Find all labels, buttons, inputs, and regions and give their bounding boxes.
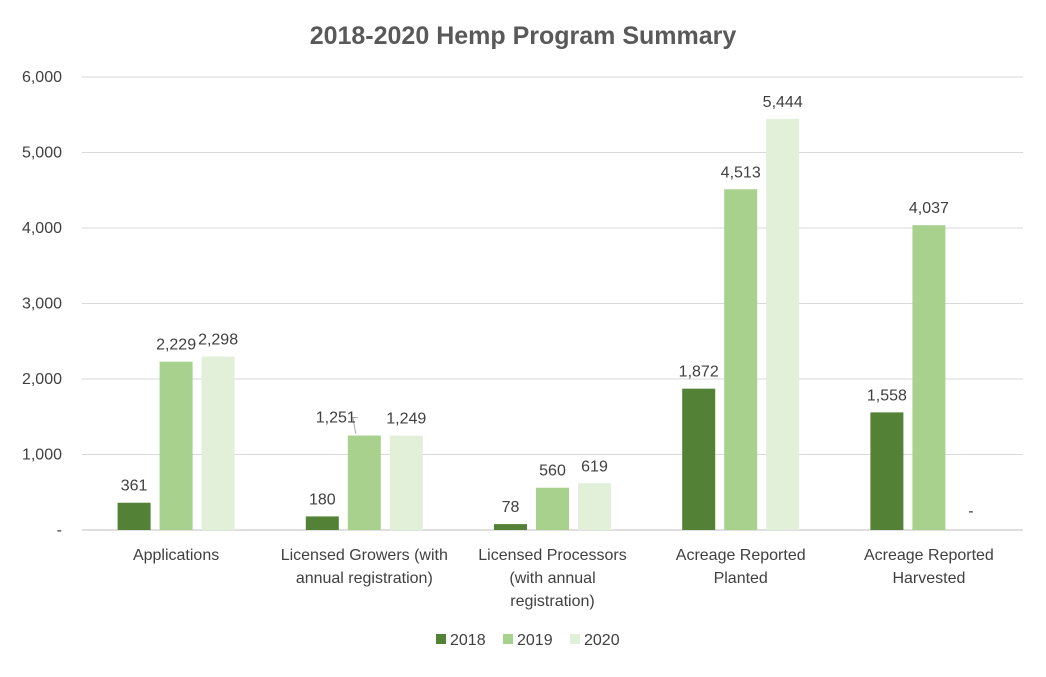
bar-2018-3 bbox=[682, 388, 716, 530]
data-label-2018-2: 78 bbox=[502, 499, 520, 516]
leader-line bbox=[352, 417, 358, 434]
y-tick-label: 1,000 bbox=[22, 447, 62, 464]
legend-swatch-2019 bbox=[503, 634, 513, 644]
data-label-2020-0: 2,298 bbox=[198, 332, 238, 349]
data-label-2019-3: 4,513 bbox=[721, 164, 761, 181]
category-label: (with annual bbox=[509, 570, 595, 587]
category-label: Planted bbox=[714, 570, 768, 587]
chart-title: 2018-2020 Hemp Program Summary bbox=[310, 22, 737, 50]
data-label-2019-0: 2,229 bbox=[156, 337, 196, 354]
data-label-2018-4: 1,558 bbox=[867, 387, 907, 404]
bar-2018-1 bbox=[305, 516, 339, 530]
bar-2018-2 bbox=[494, 524, 527, 530]
bar-2018-0 bbox=[117, 502, 151, 530]
category-label: Licensed Growers (with bbox=[281, 547, 448, 564]
x-axis-categories: Applications Licensed Growers (with annual… bbox=[133, 547, 994, 610]
data-label-2019-2: 560 bbox=[539, 463, 566, 480]
data-label-2020-3: 5,444 bbox=[763, 94, 803, 111]
bar-2019-3 bbox=[724, 189, 758, 530]
y-axis-ticks: - 1,000 2,000 3,000 4,000 5,000 6,000 bbox=[22, 69, 62, 539]
legend-swatch-2020 bbox=[570, 634, 580, 644]
bar-2018-4 bbox=[870, 412, 904, 530]
bar-2020-0 bbox=[201, 356, 235, 530]
y-tick-label: 5,000 bbox=[22, 145, 62, 162]
legend-label-2019: 2019 bbox=[517, 632, 553, 649]
y-tick-label: - bbox=[57, 522, 62, 539]
category-label: Harvested bbox=[892, 570, 965, 587]
data-label-2020-2: 619 bbox=[581, 458, 608, 475]
data-label-2018-0: 361 bbox=[121, 478, 148, 495]
bar-2019-4 bbox=[912, 225, 946, 531]
data-label-2020-1: 1,249 bbox=[386, 411, 426, 428]
y-tick-label: 3,000 bbox=[22, 296, 62, 313]
bar-2019-2 bbox=[536, 487, 569, 530]
gridlines bbox=[82, 76, 1023, 531]
legend-label-2018: 2018 bbox=[450, 632, 486, 649]
bar-2019-0 bbox=[159, 361, 193, 530]
category-label: Applications bbox=[133, 547, 219, 564]
data-label-2018-3: 1,872 bbox=[679, 364, 719, 381]
data-label-2019-1: 1,251 bbox=[316, 410, 356, 427]
y-tick-label: 6,000 bbox=[22, 69, 62, 86]
bar-2019-1 bbox=[347, 435, 381, 530]
category-label: Acreage Reported bbox=[864, 547, 994, 564]
legend-swatch-2018 bbox=[436, 634, 446, 644]
category-label: registration) bbox=[510, 593, 594, 610]
category-label: annual registration) bbox=[296, 570, 433, 587]
bars bbox=[117, 118, 946, 531]
data-label-2020-4: - bbox=[968, 503, 973, 520]
data-labels: 361 180 78 1,872 1,558 2,229 1,251 560 4,513 4,03… bbox=[121, 94, 974, 520]
y-tick-label: 2,000 bbox=[22, 371, 62, 388]
bar-2020-2 bbox=[578, 483, 611, 530]
bar-2020-1 bbox=[389, 435, 423, 530]
data-label-2018-1: 180 bbox=[309, 491, 336, 508]
legend: 2018 2019 2020 bbox=[436, 632, 620, 649]
category-label: Licensed Processors bbox=[478, 547, 627, 564]
y-tick-label: 4,000 bbox=[22, 220, 62, 237]
legend-label-2020: 2020 bbox=[584, 632, 620, 649]
category-label: Acreage Reported bbox=[676, 547, 806, 564]
bar-2020-3 bbox=[766, 118, 800, 530]
data-label-2019-4: 4,037 bbox=[909, 200, 949, 217]
